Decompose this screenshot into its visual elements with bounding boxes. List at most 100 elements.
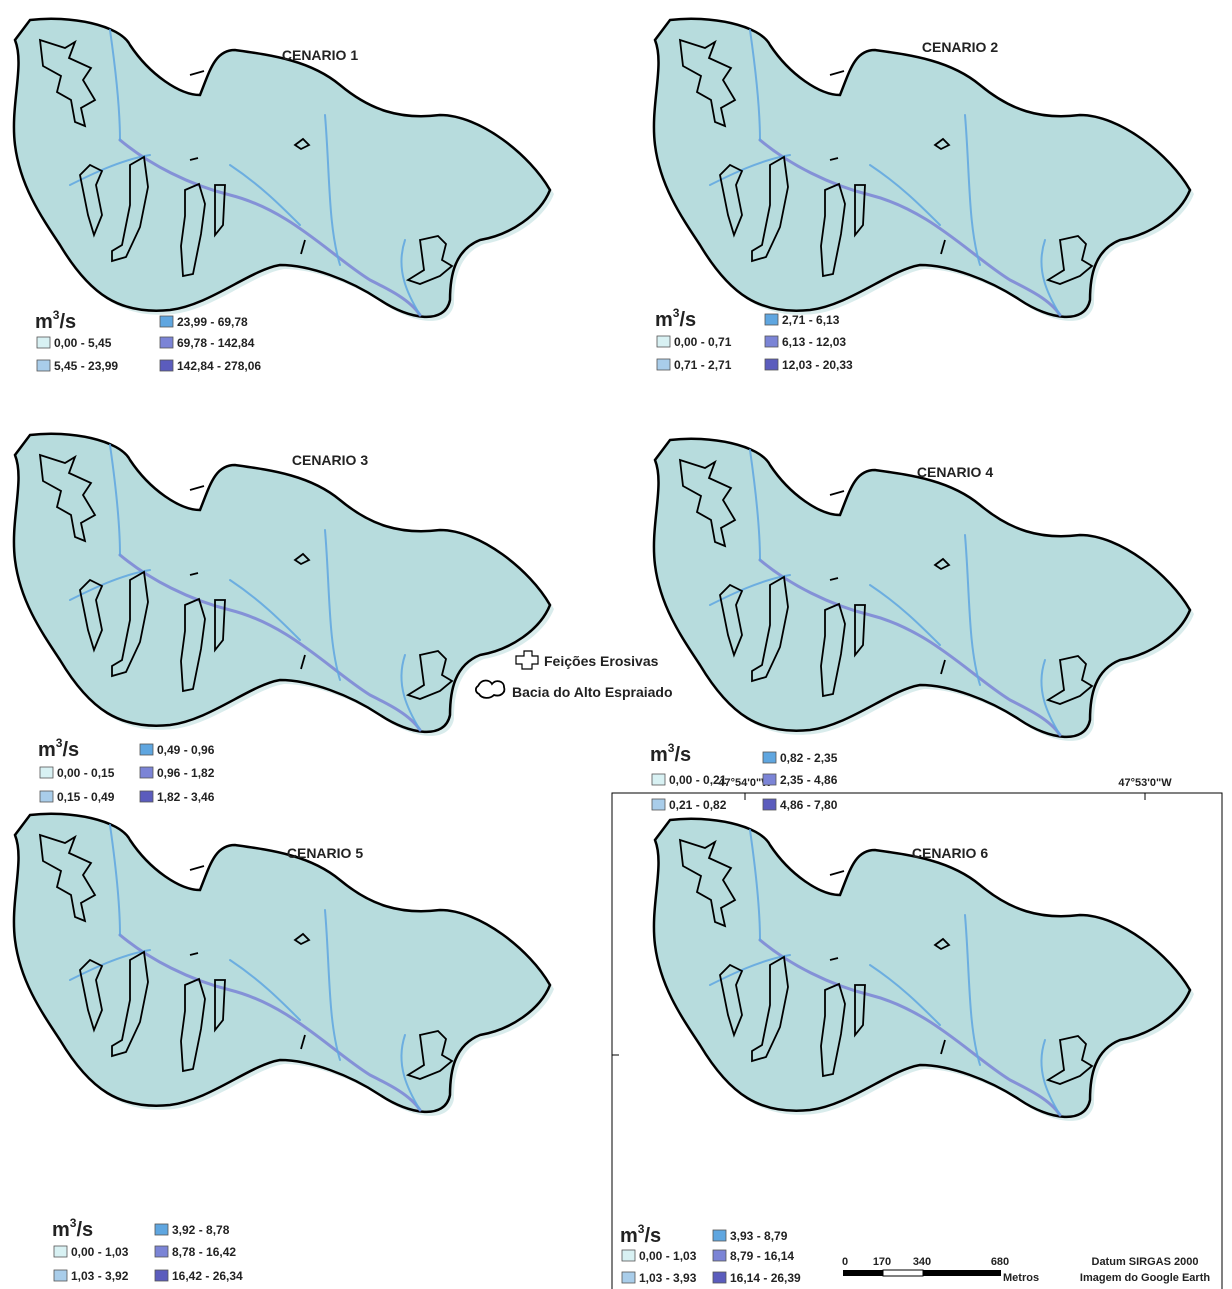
legend-swatch	[160, 360, 173, 371]
unit-suffix: /s	[644, 1225, 661, 1247]
legend-swatch	[765, 314, 778, 325]
erosion-feature	[190, 486, 204, 490]
legend-swatch	[713, 1272, 726, 1283]
map-panel	[654, 439, 1194, 741]
legend-swatch	[40, 767, 53, 778]
legend-swatch	[54, 1270, 67, 1281]
legend-swatch	[765, 336, 778, 347]
scale-unit: Metros	[1003, 1272, 1039, 1284]
unit-suffix: /s	[674, 744, 691, 766]
legend-label: 4,86 - 7,80	[780, 798, 838, 812]
map-panel	[14, 814, 554, 1116]
legend-swatch	[160, 316, 173, 327]
legend-label: 1,82 - 3,46	[157, 790, 215, 804]
scale-label: 680	[991, 1256, 1009, 1268]
unit-base: m	[655, 309, 673, 331]
basin-legend-icon	[476, 681, 505, 698]
legend-label: 0,21 - 0,82	[669, 798, 727, 812]
legend-swatch	[713, 1250, 726, 1261]
unit-base: m	[620, 1225, 638, 1247]
legend-label: 16,14 - 26,39	[730, 1271, 801, 1285]
legend-swatch	[652, 799, 665, 810]
legend-label: 0,00 - 0,71	[674, 335, 732, 349]
map-panel	[654, 19, 1194, 321]
scale-bar	[923, 1270, 1001, 1276]
unit-base: m	[38, 739, 56, 761]
unit-base: m	[52, 1219, 70, 1241]
legend-label: 6,13 - 12,03	[782, 335, 846, 349]
legend-unit: m3/s	[38, 736, 79, 761]
legend-label: 3,93 - 8,79	[730, 1229, 788, 1243]
unit-suffix: /s	[62, 739, 79, 761]
unit-base: m	[650, 744, 668, 766]
legend-label: Feições Erosivas	[544, 653, 659, 669]
map-panel	[14, 434, 554, 736]
erosion-legend-icon	[516, 651, 538, 669]
unit-suffix: /s	[76, 1219, 93, 1241]
erosion-feature	[190, 866, 204, 870]
legend-label: 3,92 - 8,78	[172, 1223, 230, 1237]
legend-label: 69,78 - 142,84	[177, 336, 255, 350]
legend-swatch	[763, 752, 776, 763]
map-panel	[14, 19, 554, 321]
map-panel	[654, 819, 1194, 1121]
legend-swatch	[140, 767, 153, 778]
scale-bar	[843, 1270, 883, 1276]
legend-label: 0,15 - 0,49	[57, 790, 115, 804]
legend-unit: m3/s	[35, 308, 76, 333]
legend-label: 0,00 - 1,03	[71, 1245, 129, 1259]
legend-label: 142,84 - 278,06	[177, 359, 261, 373]
legend-swatch	[765, 359, 778, 370]
scale-label: 0	[842, 1256, 848, 1268]
scale-bar	[883, 1270, 923, 1276]
panel-title: CENARIO 5	[287, 845, 363, 861]
legend-swatch	[155, 1270, 168, 1281]
panel-title: CENARIO 1	[282, 47, 358, 63]
legend-label: 16,42 - 26,34	[172, 1269, 243, 1283]
legend-label: 0,82 - 2,35	[780, 751, 838, 765]
legend-label: 1,03 - 3,93	[639, 1271, 697, 1285]
legend-unit: m3/s	[650, 741, 691, 766]
legend-swatch	[140, 791, 153, 802]
legend-label: 0,00 - 0,21	[669, 773, 727, 787]
legend-swatch	[622, 1272, 635, 1283]
unit-suffix: /s	[59, 311, 76, 333]
legend-swatch	[160, 337, 173, 348]
scale-label: 170	[873, 1256, 891, 1268]
legend-swatch	[155, 1224, 168, 1235]
legend-label: Bacia do Alto Espraiado	[512, 684, 673, 700]
legend-label: 8,78 - 16,42	[172, 1245, 236, 1259]
legend-label: 8,79 - 16,14	[730, 1249, 794, 1263]
erosion-feature	[830, 491, 844, 495]
legend-swatch	[763, 774, 776, 785]
legend-swatch	[54, 1246, 67, 1257]
legend-label: 23,99 - 69,78	[177, 315, 248, 329]
figure: 47°54'0"W 47°53'0"W Feições Erosivas Bac…	[0, 0, 1232, 1289]
legend-swatch	[37, 337, 50, 348]
legend-label: 12,03 - 20,33	[782, 358, 853, 372]
legend-swatch	[155, 1246, 168, 1257]
longitude-label: 47°53'0"W	[1118, 777, 1172, 789]
datum: Datum SIRGAS 2000	[1092, 1256, 1199, 1268]
panel-title: CENARIO 3	[292, 452, 368, 468]
panel-title: CENARIO 2	[922, 39, 998, 55]
legend-swatch	[657, 336, 670, 347]
scale-label: 340	[913, 1256, 931, 1268]
panel-title: CENARIO 4	[917, 464, 993, 480]
legend-unit: m3/s	[52, 1216, 93, 1241]
legend-unit: m3/s	[655, 306, 696, 331]
legend-label: 0,00 - 1,03	[639, 1249, 697, 1263]
legend-label: 0,00 - 0,15	[57, 766, 115, 780]
legend-swatch	[40, 791, 53, 802]
legend-swatch	[140, 744, 153, 755]
legend-label: 0,00 - 5,45	[54, 336, 112, 350]
unit-base: m	[35, 311, 53, 333]
legend-label: 0,49 - 0,96	[157, 743, 215, 757]
image-source: Imagem do Google Earth	[1080, 1272, 1210, 1284]
legend-label: 0,71 - 2,71	[674, 358, 732, 372]
legend-label: 1,03 - 3,92	[71, 1269, 129, 1283]
erosion-feature	[830, 71, 844, 75]
legend-label: 2,35 - 4,86	[780, 773, 838, 787]
legend-label: 5,45 - 23,99	[54, 359, 118, 373]
legend-swatch	[652, 774, 665, 785]
